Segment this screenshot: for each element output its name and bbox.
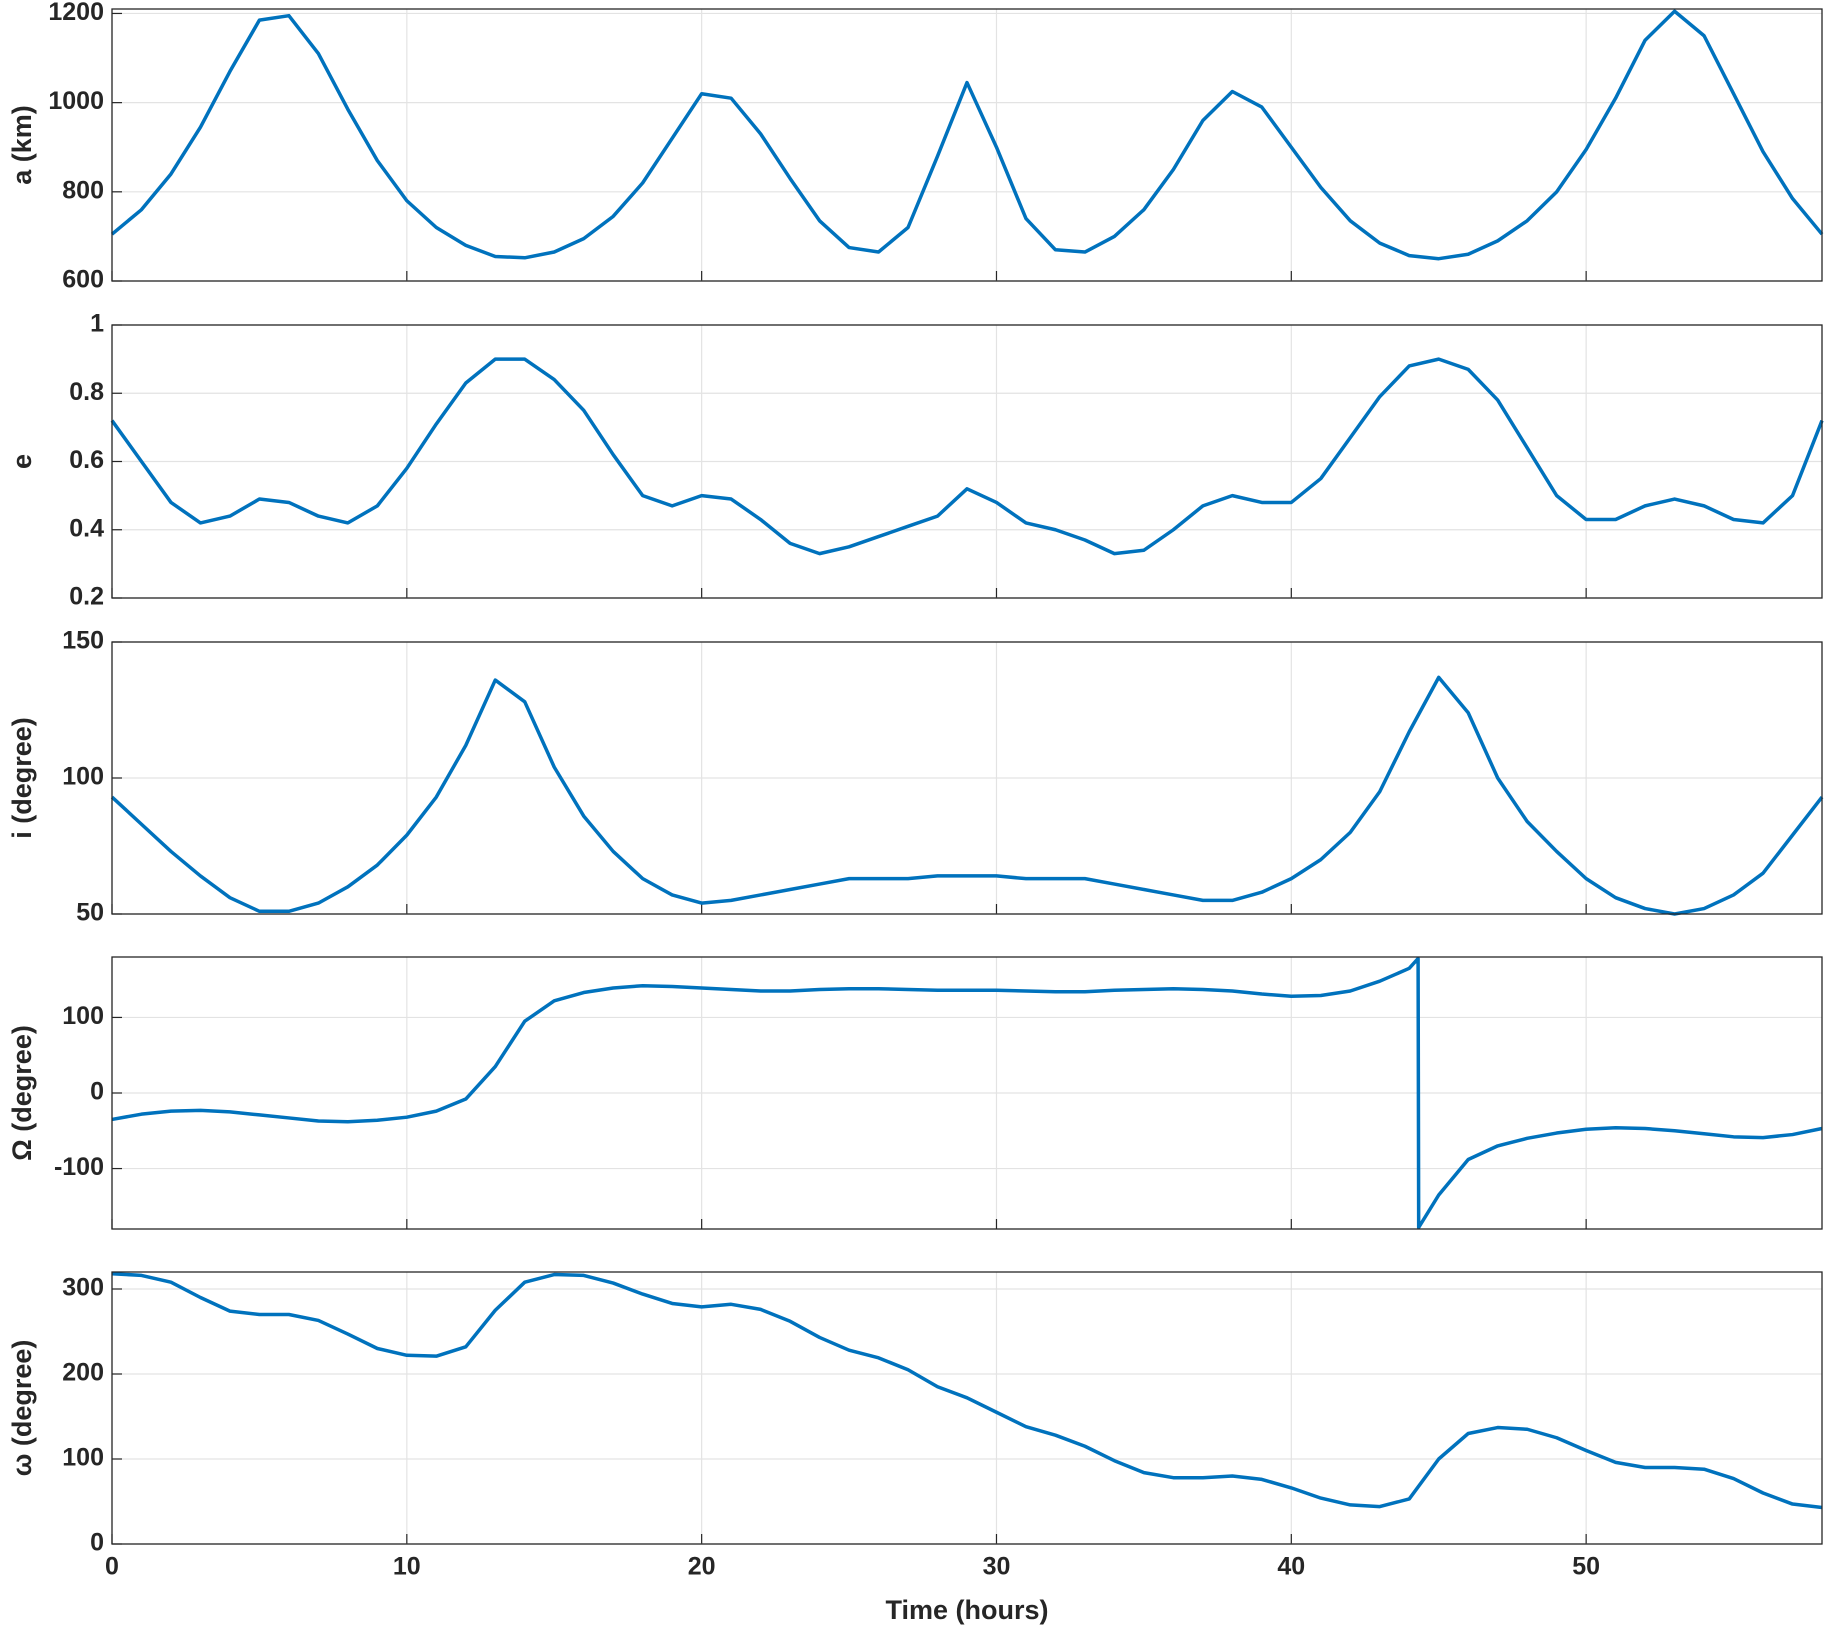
axes-box <box>111 956 1823 1230</box>
y-tick-label: 0.4 <box>69 514 104 542</box>
data-line <box>111 1271 1823 1510</box>
y-axis-label: a (km) <box>7 105 37 185</box>
data-line <box>111 956 1823 1230</box>
data-line <box>110 9 1824 261</box>
x-tick-label: 30 <box>983 1553 1011 1581</box>
x-tick-label: 40 <box>1277 1553 1305 1581</box>
axes-box <box>111 641 1823 915</box>
y-tick-label: 0.8 <box>69 378 104 406</box>
y-axis-label: ω (degree) <box>7 1340 37 1477</box>
axes-box <box>111 8 1823 282</box>
y-tick-label: 100 <box>62 763 104 791</box>
y-axis-label: e <box>7 454 37 469</box>
y-tick-label: 0.6 <box>69 446 104 474</box>
y-tick-label: 800 <box>62 176 104 204</box>
axes-box <box>111 324 1823 599</box>
x-tick-label: 10 <box>393 1553 421 1581</box>
y-tick-label: 0 <box>90 1529 104 1557</box>
y-tick-label: 0 <box>90 1078 104 1106</box>
y-tick-label: 100 <box>62 1444 104 1472</box>
y-tick-label: 50 <box>76 899 104 927</box>
x-tick-label: 0 <box>105 1553 119 1581</box>
y-tick-label: 200 <box>62 1359 104 1387</box>
y-tick-label: 150 <box>62 627 104 655</box>
y-tick-label: 1 <box>90 310 104 338</box>
y-tick-label: 0.2 <box>69 583 104 611</box>
y-tick-label: 300 <box>62 1274 104 1302</box>
y-axis-label: Ω (degree) <box>7 1025 37 1161</box>
x-tick-label: 20 <box>688 1553 716 1581</box>
x-axis-label: Time (hours) <box>885 1595 1048 1625</box>
x-tick-label: 50 <box>1572 1553 1600 1581</box>
axes-box <box>111 1271 1823 1545</box>
y-axis-label: i (degree) <box>7 717 37 839</box>
y-tick-label: 100 <box>62 1002 104 1030</box>
y-tick-label: -100 <box>54 1153 104 1181</box>
y-tick-label: 600 <box>62 266 104 294</box>
data-line <box>110 675 1824 916</box>
y-tick-label: 1000 <box>48 87 104 115</box>
y-tick-label: 1200 <box>48 0 104 26</box>
data-line <box>110 357 1824 556</box>
